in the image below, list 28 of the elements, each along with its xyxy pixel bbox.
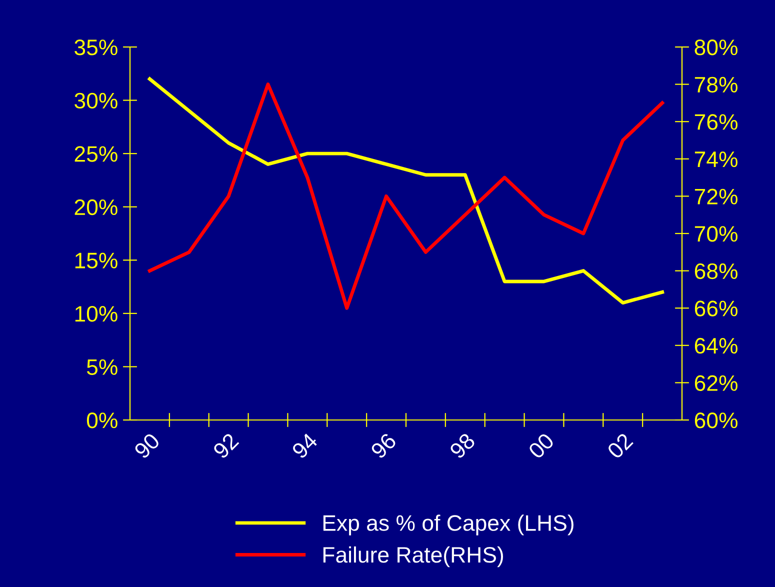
legend-label: Failure Rate(RHS) (323, 546, 504, 568)
y2-tick-label: 66% (694, 300, 738, 316)
y2-tick-label: 72% (694, 188, 738, 204)
x-tick-label: 98 (448, 432, 476, 460)
y-tick-label: 10% (75, 306, 118, 322)
y-tick-label: 35% (74, 40, 118, 56)
y2-tick-label: 60% (694, 412, 738, 428)
y-tick-label: 20% (74, 199, 118, 216)
y2-tick-label: 64% (694, 338, 738, 354)
x-tick-label: 92 (212, 432, 240, 460)
y-tick-label: 30% (74, 92, 118, 109)
y2-tick-label: 62% (694, 375, 738, 391)
y2-tick-label: 70% (694, 226, 738, 242)
x-tick-label: 90 (133, 432, 161, 460)
y-tick-label: 0% (86, 412, 118, 428)
x-tick-label: 00 (528, 432, 555, 460)
x-tick-label: 94 (291, 432, 319, 460)
y2-tick-label: 76% (694, 114, 738, 130)
y2-tick-label: 80% (694, 40, 738, 56)
y2-tick-label: 78% (694, 76, 738, 93)
y2-tick-label: 68% (694, 263, 738, 280)
y-tick-label: 5% (86, 359, 118, 375)
legend-label: Exp as % of Capex (LHS) (323, 514, 574, 536)
y-tick-label: 15% (75, 252, 118, 268)
x-tick-label: 96 (370, 432, 398, 460)
y2-tick-label: 74% (694, 152, 738, 168)
x-tick-label: 02 (606, 432, 634, 460)
y-tick-label: 25% (74, 146, 118, 162)
